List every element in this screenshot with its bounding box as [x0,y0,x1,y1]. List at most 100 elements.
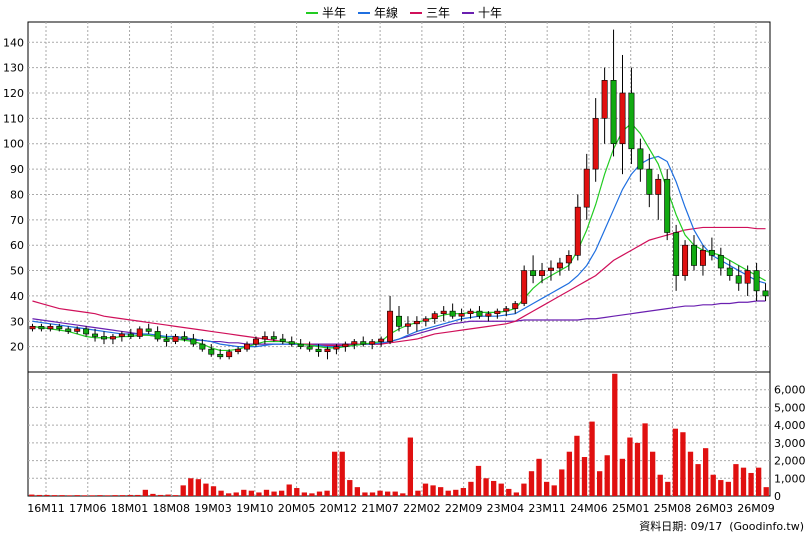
candle-body [565,255,572,264]
volume-bar [51,495,58,496]
candle-body [583,168,590,208]
candle-body [47,326,54,330]
candle [691,235,697,271]
price-tick-label: 60 [10,239,24,252]
candle [699,245,706,276]
volume-bar [710,474,716,496]
candle [539,262,546,284]
candle [413,316,420,332]
price-tick-label: 40 [10,290,24,303]
time-tick-label: 25M08 [654,502,692,515]
candle-body [351,341,358,345]
time-tick-label: 18M01 [111,502,149,515]
candle-body [404,323,411,327]
candle [279,333,286,345]
time-tick-label: 26M09 [737,502,775,515]
volume-tick-label: 3,000 [774,437,806,450]
volume-bar [150,493,156,496]
candle [270,331,277,342]
candle [431,311,438,324]
volume-bar [180,485,186,496]
volume-bar [490,480,497,496]
candle-body [101,336,107,340]
candle-body [530,270,537,276]
time-tick-label: 21M07 [361,502,399,515]
volume-bar [566,451,573,496]
volume-bar [718,480,724,496]
volume-bar [142,489,149,496]
candle-body [753,270,760,292]
volume-tick-label: 1,000 [774,472,806,485]
volume-bar [740,467,747,496]
legend-item-three-year: 三年 [410,4,450,21]
volume-bar [513,492,520,496]
candle-body [324,348,331,353]
candle-body [297,343,304,347]
candle [226,349,233,360]
volume-bar [748,472,754,496]
candle [154,326,161,342]
candle [592,98,599,182]
candle [83,326,90,337]
volume-bar [362,492,368,496]
volume-bar [384,491,391,496]
candle-body [413,320,420,325]
candle [396,306,402,332]
candle-body [65,328,72,332]
volume-bar [271,491,277,496]
candle-body [717,255,724,269]
volume-bar [104,495,111,496]
time-tick-label: 22M02 [403,502,441,515]
volume-bar [286,484,292,496]
volume-bar [521,483,527,496]
time-tick-label: 16M11 [27,502,65,515]
candle [673,224,680,291]
candle [762,283,769,301]
candle [118,331,125,342]
candle [297,339,304,350]
candle-body [333,346,340,350]
candle [47,323,54,332]
volume-bar [165,494,171,496]
volume-bar [559,469,565,496]
volume-bar [44,494,50,496]
volume-bar [324,490,330,496]
source-date: 資料日期: 09/17 [639,520,723,533]
candle-body [279,338,286,342]
candle [556,257,563,276]
candle-body [458,313,465,317]
volume-tick-label: 6,000 [774,384,806,397]
volume-bar [82,495,88,496]
volume-bar [665,481,671,496]
candle [467,308,474,319]
time-tick-label: 23M11 [528,502,566,515]
candle [646,153,653,208]
candle-body [708,249,715,256]
candle [56,323,63,332]
legend-label-year: 年線 [373,6,398,20]
candle-body [244,343,251,350]
candle-body [145,328,152,332]
candle [190,333,197,347]
time-tick-label: 19M10 [236,502,274,515]
candle [244,341,251,352]
volume-tick-label: 4,000 [774,419,806,432]
volume-bar [59,495,65,496]
candle-body [360,341,367,345]
candle [574,194,581,261]
candle-body [154,331,161,340]
candle [449,303,456,319]
candle [38,323,45,332]
candle [172,333,179,345]
volume-bar [468,481,474,496]
legend-label-three-year: 三年 [426,6,451,20]
candle-body [136,328,143,337]
candle-body [235,348,242,353]
volume-bar [112,495,118,496]
candle [145,323,152,334]
time-tick-label: 24M06 [570,502,608,515]
candle-body [83,328,90,335]
candle-body [163,338,170,342]
volume-bar [642,423,648,496]
